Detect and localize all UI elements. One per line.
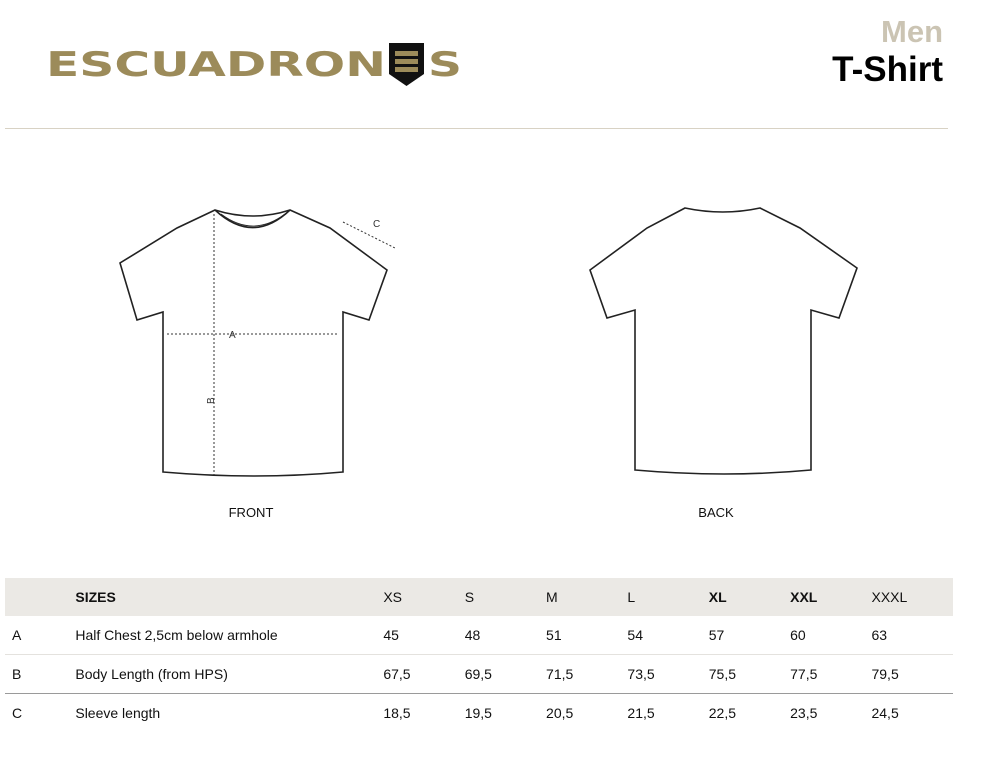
cell: 51: [546, 616, 628, 655]
product-title: T-Shirt: [832, 50, 943, 89]
cell: 73,5: [627, 654, 709, 694]
cell: 19,5: [464, 705, 492, 721]
measure-a-label: A: [229, 330, 236, 341]
cell: 21,5: [627, 705, 655, 721]
cell: 57: [708, 616, 791, 655]
cell: 22,5: [708, 705, 737, 721]
cell: 79,5: [871, 654, 953, 694]
size-header: M: [546, 578, 628, 616]
header-divider: [5, 128, 948, 129]
cell: 60: [790, 616, 872, 655]
size-table: SIZES XS S M L XL XXL XXXL A Half Chest …: [5, 578, 953, 732]
measure-c-label: C: [373, 219, 380, 230]
table-row: C Sleeve length 18,5 19,5 20,5 21,5 22,5…: [5, 694, 953, 733]
size-header: L: [627, 578, 709, 616]
row-code: A: [5, 616, 76, 655]
measure-b-label: B: [206, 397, 217, 404]
back-label: BACK: [698, 505, 734, 520]
size-header: XL: [708, 578, 791, 616]
cell: 63: [871, 616, 953, 655]
cell: 71,5: [546, 654, 628, 694]
size-header: XS: [383, 578, 465, 616]
size-header: S: [464, 578, 547, 616]
front-tshirt-illustration: A B C: [119, 209, 395, 477]
size-header: XXL: [790, 578, 872, 616]
cell: 77,5: [790, 654, 872, 694]
cell: 48: [464, 616, 547, 655]
category-label: Men: [881, 14, 943, 49]
row-label: Sleeve length: [75, 705, 161, 721]
row-code: B: [5, 654, 76, 694]
table-row: B Body Length (from HPS) 67,5 69,5 71,5 …: [5, 654, 953, 694]
cell: 75,5: [708, 654, 791, 694]
row-label: Half Chest 2,5cm below armhole: [75, 616, 384, 655]
front-label: FRONT: [228, 505, 274, 520]
sizes-header: SIZES: [75, 578, 384, 616]
size-header: XXXL: [871, 578, 953, 616]
cell: 18,5: [383, 705, 411, 721]
table-row: A Half Chest 2,5cm below armhole 45 48 5…: [5, 616, 953, 655]
cell: 20,5: [546, 705, 574, 721]
svg-text:S: S: [428, 45, 462, 85]
cell: 67,5: [383, 654, 465, 694]
table-header-row: SIZES XS S M L XL XXL XXXL: [5, 578, 953, 616]
back-tshirt-illustration: [589, 207, 858, 475]
row-code: C: [12, 705, 23, 721]
cell: 45: [383, 616, 465, 655]
cell: 69,5: [464, 654, 547, 694]
cell: 54: [627, 616, 709, 655]
svg-text:ESCUADRON: ESCUADRON: [46, 45, 386, 85]
cell: 23,5: [790, 705, 818, 721]
escuadrones-logo: ESCUADRON S: [46, 43, 462, 86]
cell: 24,5: [871, 705, 899, 721]
row-label: Body Length (from HPS): [75, 654, 384, 694]
